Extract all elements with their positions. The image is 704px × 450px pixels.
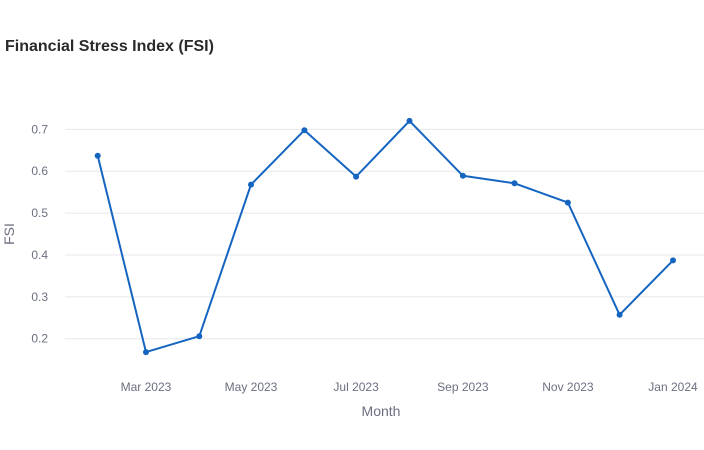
y-tick-label: 0.7 [31, 122, 48, 136]
x-tick-label: May 2023 [225, 380, 278, 394]
data-point[interactable] [301, 127, 308, 134]
fsi-series [94, 117, 676, 356]
y-axis-tick-labels: 0.2 0.3 0.4 0.5 0.6 0.7 [31, 122, 48, 345]
data-point[interactable] [459, 172, 466, 179]
x-tick-label: Jan 2024 [648, 380, 698, 394]
x-axis-tick-labels: Mar 2023 May 2023 Jul 2023 Sep 2023 Nov 2023… [121, 380, 698, 394]
data-point[interactable] [670, 257, 676, 264]
y-tick-label: 0.2 [31, 332, 48, 346]
series-line [96, 119, 674, 354]
x-tick-label: Nov 2023 [542, 380, 594, 394]
data-point[interactable] [196, 333, 203, 340]
data-point[interactable] [353, 173, 360, 180]
data-point[interactable] [564, 199, 571, 206]
y-tick-label: 0.4 [31, 248, 48, 262]
data-point[interactable] [94, 152, 101, 159]
x-axis-title: Month [362, 403, 401, 419]
data-point[interactable] [406, 117, 413, 124]
data-point[interactable] [143, 349, 149, 356]
grid-lines [65, 128, 704, 340]
y-tick-label: 0.6 [31, 164, 48, 178]
data-point[interactable] [616, 311, 623, 318]
x-tick-label: Mar 2023 [121, 380, 172, 394]
x-tick-label: Jul 2023 [333, 380, 379, 394]
y-axis-title: FSI [1, 223, 17, 245]
y-tick-label: 0.5 [31, 206, 48, 220]
y-tick-label: 0.3 [31, 290, 48, 304]
data-point[interactable] [511, 180, 518, 187]
x-tick-label: Sep 2023 [437, 380, 489, 394]
chart-title: Financial Stress Index (FSI) [5, 38, 214, 55]
data-point[interactable] [248, 181, 254, 188]
